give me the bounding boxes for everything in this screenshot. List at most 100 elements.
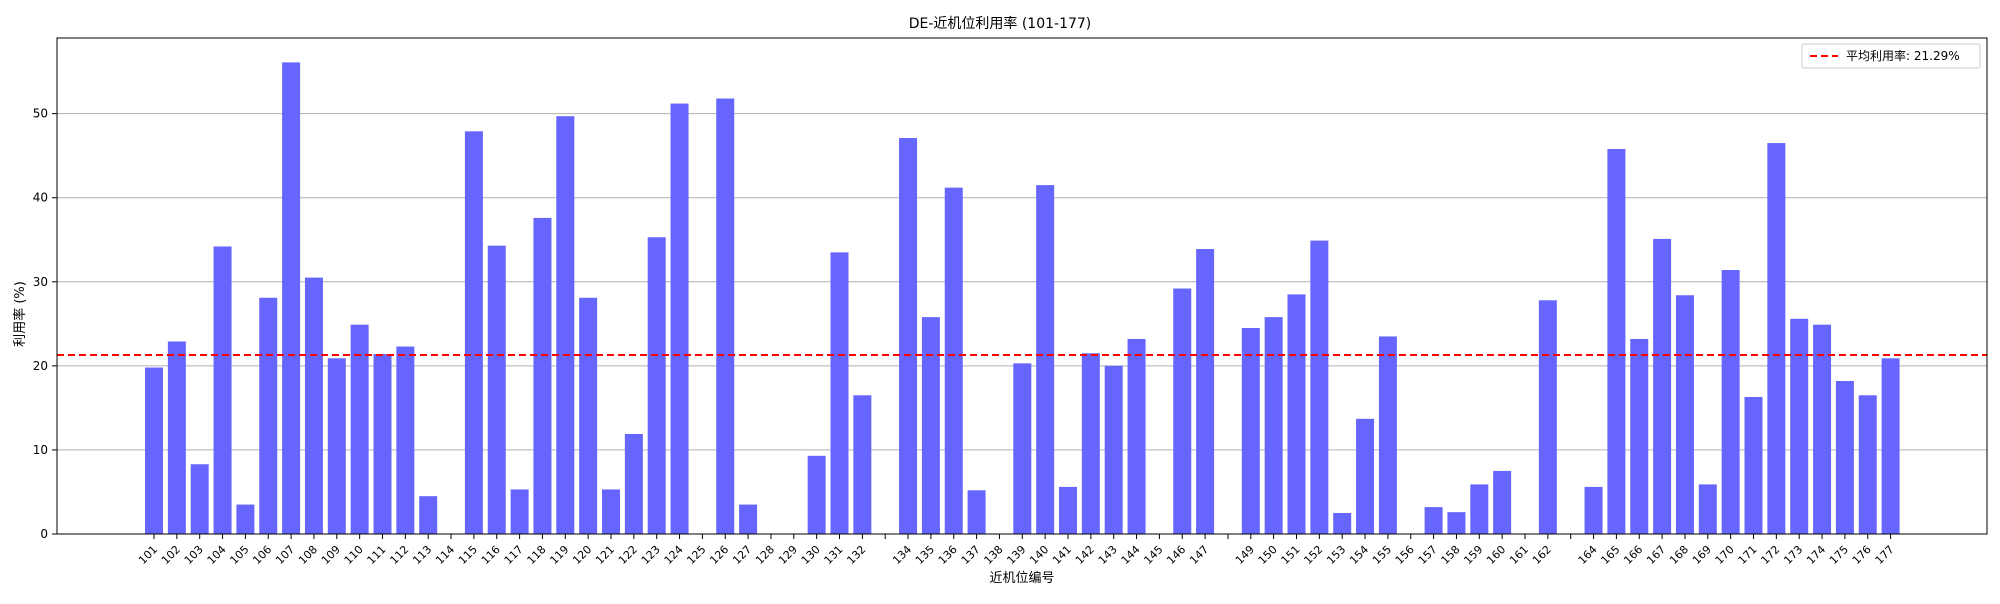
bar-136	[944, 187, 963, 534]
bar-107	[282, 62, 301, 534]
x-tick-label: 134	[890, 543, 914, 567]
bar-102	[167, 341, 186, 534]
x-tick-label: 126	[707, 543, 731, 567]
x-tick-label: 140	[1027, 543, 1051, 567]
bar-119	[556, 116, 575, 535]
x-tick-label: 132	[844, 543, 868, 567]
x-tick-label: 157	[1416, 543, 1440, 567]
bar-167	[1653, 238, 1672, 534]
x-tick-label: 106	[250, 543, 274, 567]
bar-147	[1196, 249, 1215, 534]
bar-158	[1447, 512, 1466, 534]
bar-123	[647, 237, 666, 535]
x-tick-label: 113	[410, 543, 434, 567]
bar-103	[190, 464, 209, 534]
bar-118	[533, 217, 552, 534]
bar-152	[1310, 240, 1329, 534]
bar-168	[1675, 295, 1694, 534]
x-tick-label: 103	[182, 543, 206, 567]
bar-101	[145, 367, 163, 534]
bar-117	[510, 489, 529, 534]
x-tick-label: 145	[1141, 543, 1165, 567]
bar-162	[1538, 300, 1557, 534]
x-tick-label: 151	[1279, 543, 1303, 567]
bar-113	[419, 496, 438, 534]
x-tick-label: 173	[1781, 543, 1805, 567]
x-tick-label: 117	[502, 543, 526, 567]
bar-110	[350, 324, 369, 534]
bar-174	[1813, 324, 1832, 534]
x-tick-label: 161	[1507, 543, 1531, 567]
bar-173	[1790, 318, 1809, 534]
bar-169	[1698, 484, 1717, 534]
x-tick-label: 175	[1827, 543, 1851, 567]
bar-141	[1059, 486, 1077, 534]
x-tick-label: 138	[982, 543, 1006, 567]
bar-172	[1767, 143, 1786, 534]
x-tick-label: 171	[1736, 543, 1760, 567]
bar-146	[1173, 288, 1192, 534]
x-tick-label: 139	[1004, 543, 1028, 567]
bar-166	[1630, 338, 1649, 534]
bar-140	[1036, 185, 1055, 534]
x-tick-label: 105	[227, 543, 251, 567]
x-tick-label: 166	[1621, 543, 1645, 567]
bar-124	[670, 103, 689, 535]
x-tick-label: 118	[525, 543, 549, 567]
bar-127	[739, 504, 758, 534]
x-ticks: 1011021031041051061071081091101111121131…	[136, 534, 1897, 567]
legend-label: 平均利用率: 21.29%	[1846, 48, 1960, 63]
y-tick-label: 10	[33, 443, 48, 457]
x-tick-label: 107	[273, 543, 297, 567]
x-tick-label: 110	[342, 543, 366, 567]
x-tick-label: 169	[1690, 543, 1714, 567]
bar-134	[899, 138, 918, 534]
y-tick-label: 50	[33, 107, 48, 121]
bar-121	[602, 489, 620, 534]
x-tick-label: 165	[1598, 543, 1622, 567]
y-ticks: 0 10 20 30 40 50	[33, 107, 57, 541]
x-tick-label: 112	[387, 543, 411, 567]
x-tick-label: 172	[1758, 543, 1782, 567]
x-tick-label: 111	[365, 543, 389, 567]
legend: 平均利用率: 21.29%	[1801, 43, 1981, 69]
y-tick-label: 20	[33, 359, 48, 373]
x-tick-label: 109	[319, 543, 343, 567]
bar-115	[464, 131, 483, 534]
x-tick-label: 121	[593, 543, 617, 567]
bar-108	[304, 277, 323, 534]
x-tick-label: 142	[1073, 543, 1097, 567]
x-tick-label: 116	[479, 543, 503, 567]
bar-139	[1013, 363, 1032, 534]
x-tick-label: 155	[1370, 543, 1394, 567]
x-tick-label: 153	[1324, 543, 1348, 567]
bar-116	[487, 245, 506, 534]
bar-154	[1356, 418, 1375, 534]
x-tick-label: 141	[1050, 543, 1074, 567]
x-tick-label: 156	[1393, 543, 1417, 567]
bar-175	[1835, 380, 1854, 534]
bar-104	[213, 246, 232, 534]
x-tick-label: 129	[776, 543, 800, 567]
x-tick-label: 125	[684, 543, 708, 567]
bar-132	[853, 395, 872, 534]
bar-105	[236, 504, 255, 534]
x-tick-label: 152	[1301, 543, 1325, 567]
bar-159	[1470, 484, 1489, 534]
x-tick-label: 136	[936, 543, 960, 567]
x-tick-label: 149	[1233, 543, 1257, 567]
bar-177	[1881, 358, 1900, 534]
bar-144	[1127, 338, 1146, 534]
bar-143	[1104, 365, 1123, 534]
x-tick-label: 122	[616, 543, 640, 567]
bar-126	[716, 98, 735, 535]
bar-111	[373, 354, 392, 534]
x-tick-label: 130	[799, 543, 823, 567]
y-tick-label: 30	[33, 275, 48, 289]
bar-137	[967, 490, 986, 534]
x-tick-label: 123	[639, 543, 663, 567]
x-tick-label: 150	[1256, 543, 1280, 567]
bar-157	[1424, 507, 1443, 534]
